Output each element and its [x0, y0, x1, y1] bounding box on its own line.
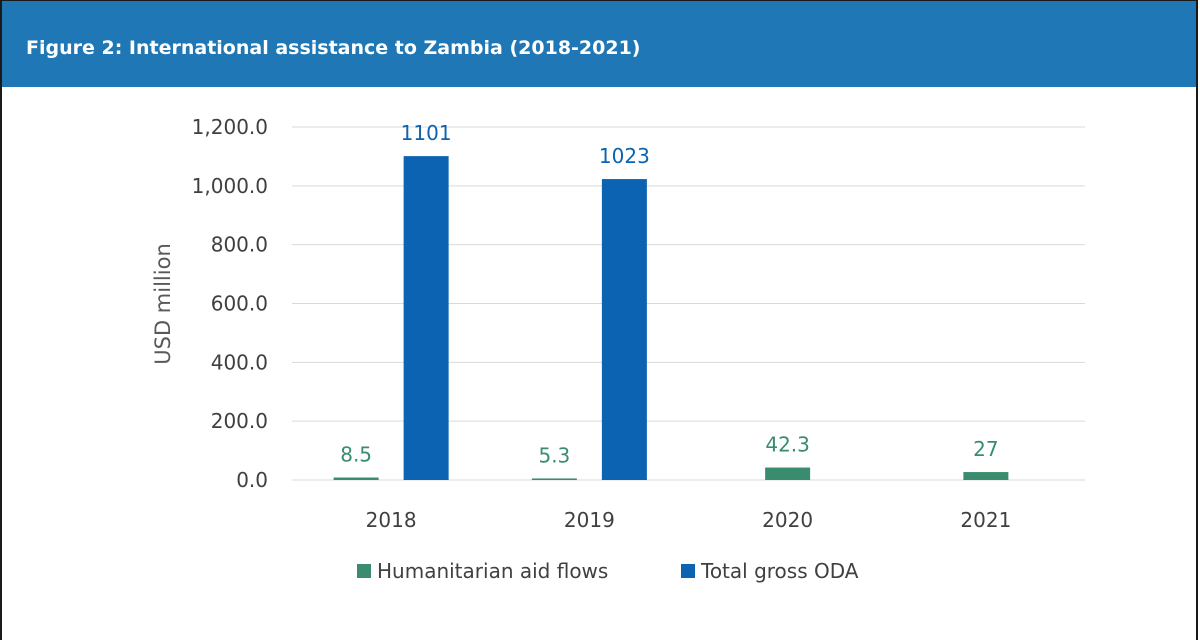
x-tick-label: 2018: [366, 508, 417, 532]
y-tick-label: 400.0: [211, 350, 268, 374]
bar-humanitarian-2021: [963, 472, 1009, 480]
bar-oda-2019: [601, 179, 647, 480]
legend: Humanitarian aid flows Total gross ODA: [357, 559, 859, 583]
figure-header: Figure 2: International assistance to Za…: [0, 0, 1198, 87]
data-label: 1023: [599, 144, 650, 168]
data-label: 27: [973, 437, 998, 461]
y-tick-label: 0.0: [236, 468, 268, 492]
x-tick-label: 2019: [564, 508, 615, 532]
y-tick-label: 800.0: [211, 233, 268, 257]
legend-label: Humanitarian aid flows: [377, 559, 608, 583]
y-axis-ticks: 0.0 200.0 400.0 600.0 800.0 1,000.0 1,200.0: [192, 115, 268, 492]
data-labels: 8.5 1101 5.3 1023 42.3 27: [340, 121, 998, 467]
legend-label: Total gross ODA: [700, 559, 859, 583]
bar-humanitarian-2019: [531, 478, 577, 480]
data-label: 1101: [401, 121, 452, 145]
x-tick-label: 2021: [960, 508, 1011, 532]
legend-swatch-oda: [681, 564, 695, 578]
y-tick-label: 200.0: [211, 409, 268, 433]
y-tick-label: 1,000.0: [192, 174, 268, 198]
data-label: 42.3: [765, 433, 810, 457]
figure-title: Figure 2: International assistance to Za…: [26, 37, 641, 59]
x-tick-label: 2020: [762, 508, 813, 532]
y-tick-label: 600.0: [211, 292, 268, 316]
data-label: 8.5: [340, 442, 372, 466]
data-label: 5.3: [538, 443, 570, 467]
bar-humanitarian-2018: [333, 477, 379, 480]
bar-oda-2018: [403, 156, 449, 480]
bars: [333, 156, 1009, 480]
x-axis-ticks: 2018 2019 2020 2021: [366, 508, 1012, 532]
bar-humanitarian-2020: [765, 467, 811, 480]
y-tick-label: 1,200.0: [192, 115, 268, 139]
y-axis-label: USD million: [151, 243, 175, 365]
legend-swatch-humanitarian: [357, 564, 371, 578]
bar-chart: 0.0 200.0 400.0 600.0 800.0 1,000.0 1,200.0 US…: [151, 115, 1085, 583]
